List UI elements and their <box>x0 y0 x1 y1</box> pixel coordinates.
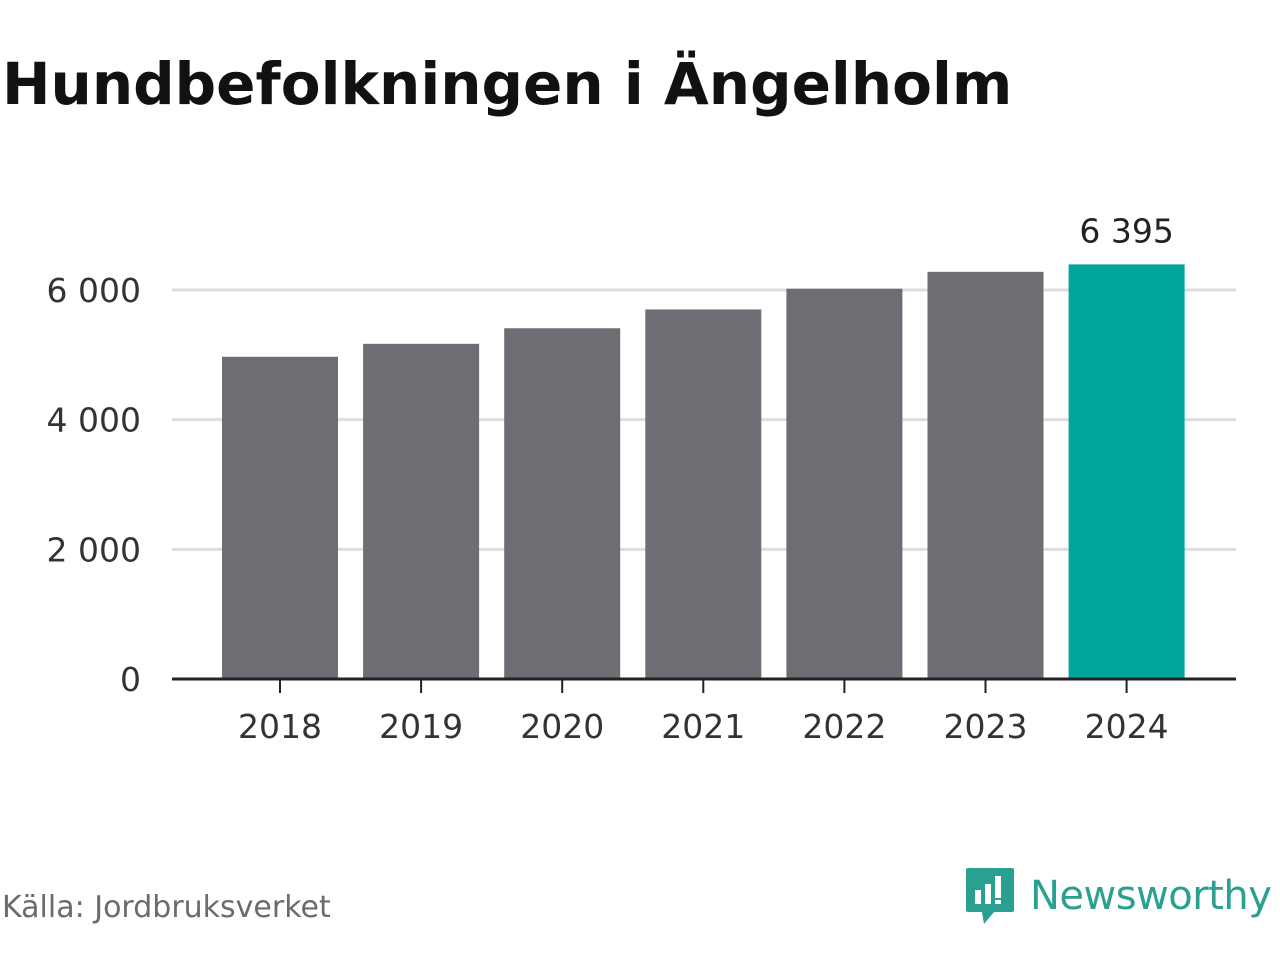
bar-chart: 0 2 000 4 000 6 000 2018 2019 2020 2021 2022 202… <box>47 211 1236 746</box>
bar <box>363 343 480 679</box>
bars <box>222 264 1185 679</box>
x-axis <box>172 677 1236 693</box>
bar <box>1068 264 1185 679</box>
brand: Newsworthy <box>964 864 1272 928</box>
y-tick-label: 6 000 <box>47 271 141 310</box>
bar <box>786 288 903 679</box>
bar <box>504 328 621 679</box>
data-labels: 6 395 <box>1079 211 1173 250</box>
x-tick-label: 2021 <box>661 707 745 746</box>
y-axis-tick-labels: 0 2 000 4 000 6 000 <box>47 271 141 699</box>
x-tick-label: 2019 <box>379 707 463 746</box>
y-tick-label: 4 000 <box>47 401 141 440</box>
data-label: 6 395 <box>1079 211 1173 250</box>
y-tick-label: 2 000 <box>47 530 141 569</box>
brand-name: Newsworthy <box>1030 873 1272 919</box>
x-tick-label: 2022 <box>802 707 886 746</box>
bar <box>645 309 762 679</box>
source-note: Källa: Jordbruksverket <box>2 890 331 925</box>
x-tick-label: 2023 <box>944 707 1028 746</box>
newsworthy-logo-icon <box>966 868 1014 924</box>
x-tick-label: 2024 <box>1085 707 1169 746</box>
x-tick-label: 2018 <box>238 707 322 746</box>
y-tick-label: 0 <box>120 660 141 699</box>
chart-title: Hundbefolkningen i Ängelholm <box>2 50 1013 118</box>
bar <box>927 271 1044 679</box>
bar <box>222 356 338 679</box>
x-axis-tick-labels: 2018 2019 2020 2021 2022 2023 2024 <box>238 707 1169 746</box>
x-tick-label: 2020 <box>520 707 604 746</box>
